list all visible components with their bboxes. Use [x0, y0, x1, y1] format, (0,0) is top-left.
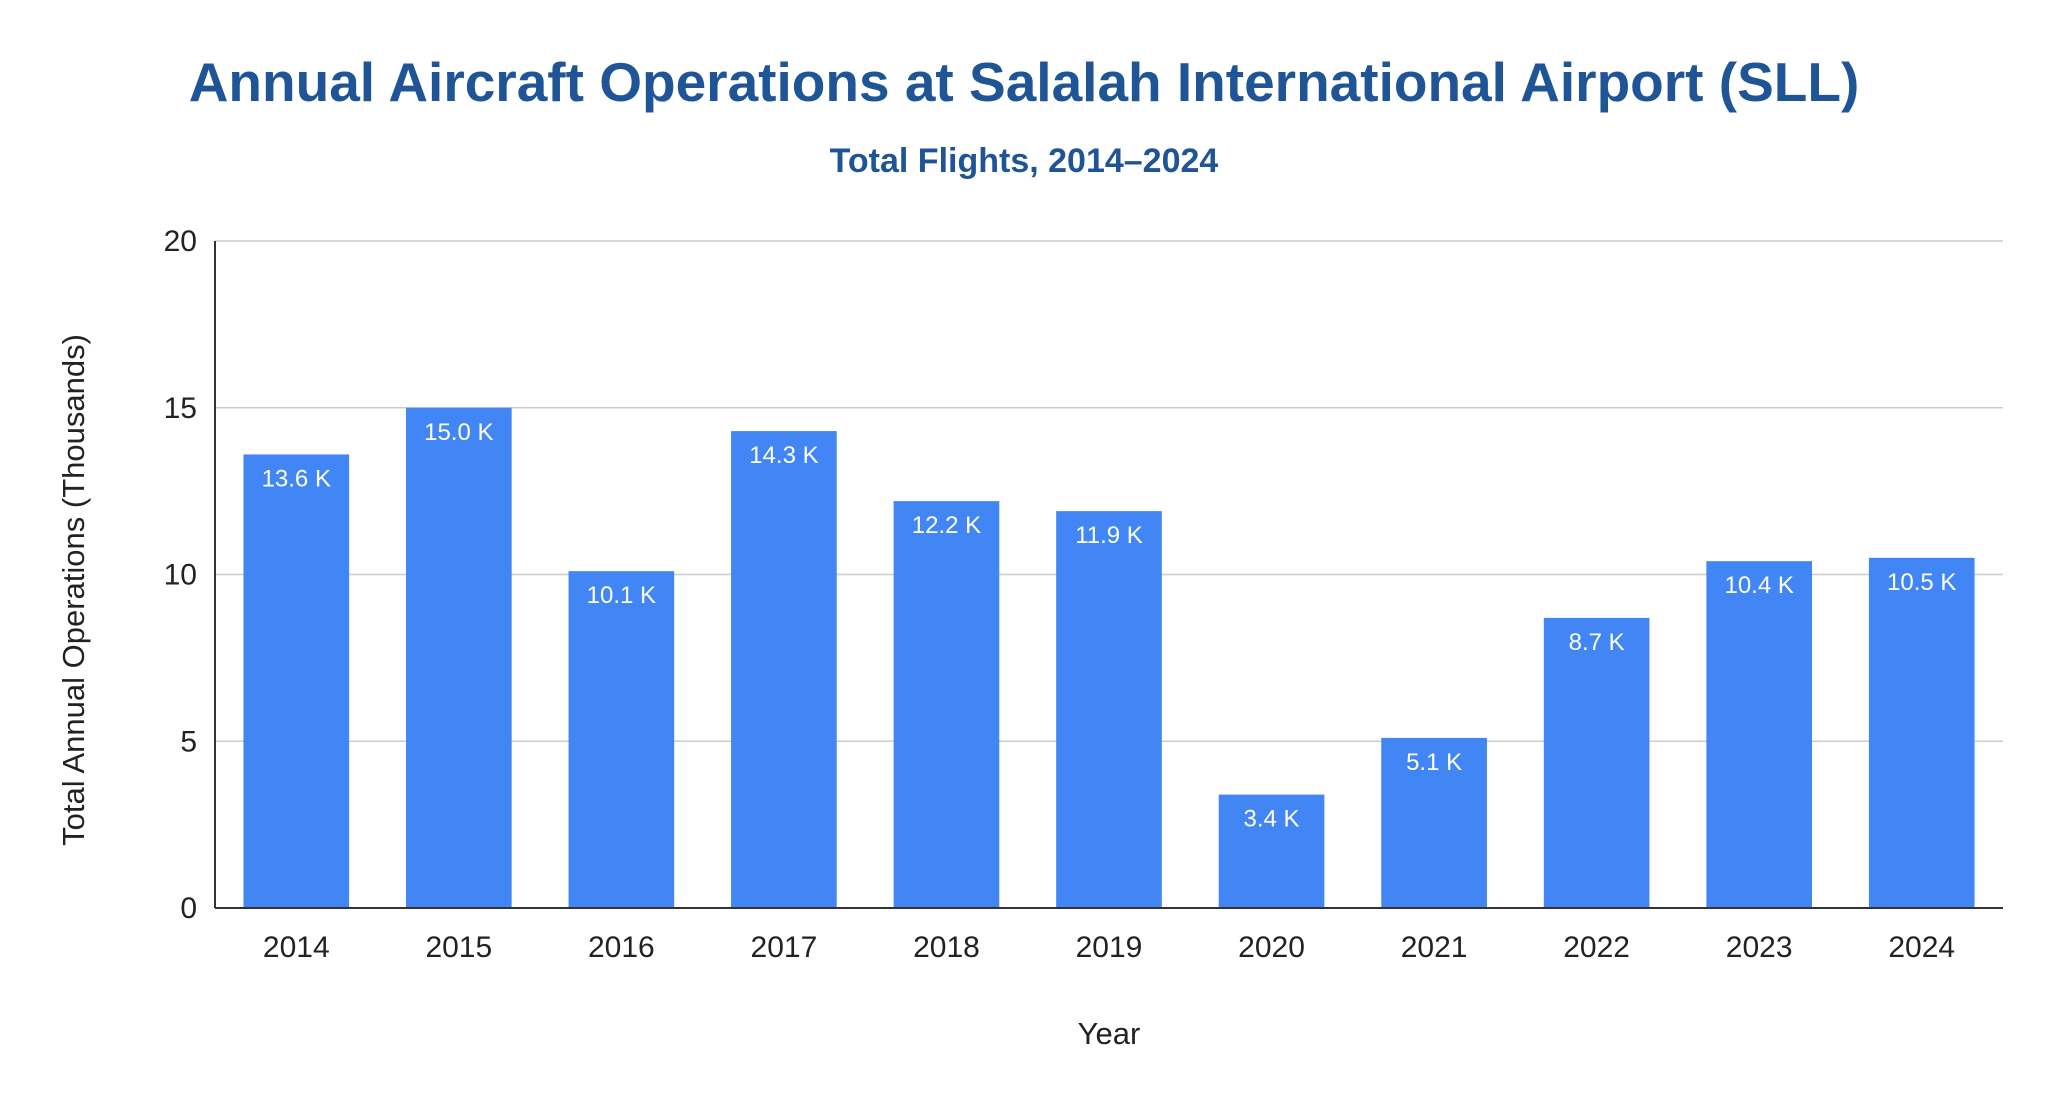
x-tick-label: 2022: [1563, 931, 1630, 964]
x-tick-label: 2023: [1726, 931, 1793, 964]
x-tick-label: 2019: [1076, 931, 1143, 964]
x-tick-label: 2016: [588, 931, 655, 964]
y-tick-label: 15: [164, 392, 197, 425]
y-tick-labels: 0 5 10 15 20: [164, 225, 197, 925]
bar-data-label: 11.9 K: [1075, 522, 1143, 549]
x-tick-labels: 2014 2015 2016 2017 2018 2019 2020 2021 2022 2023…: [263, 931, 1955, 964]
bar-2020: [1218, 794, 1325, 908]
bar-2014: [243, 454, 350, 908]
bar-data-label: 10.1 K: [587, 582, 656, 609]
bar-data-label: 3.4 K: [1244, 806, 1300, 833]
bar-2019: [1056, 511, 1162, 908]
bar-data-label: 10.5 K: [1887, 569, 1956, 596]
bar-2016: [568, 571, 675, 908]
x-axis-label: Year: [1078, 1016, 1141, 1051]
y-tick-label: 10: [164, 559, 197, 592]
bar-2015: [405, 407, 512, 908]
x-tick-label: 2014: [263, 931, 330, 964]
y-tick-label: 0: [180, 892, 197, 925]
y-tick-label: 5: [180, 725, 197, 758]
bar-data-label: 8.7 K: [1569, 629, 1625, 656]
bar-data-label: 15.0 K: [424, 419, 493, 446]
x-tick-label: 2015: [425, 931, 492, 964]
bar-2024: [1868, 557, 1975, 908]
bar-2021: [1381, 737, 1487, 908]
x-tick-label: 2024: [1888, 931, 1955, 964]
chart-subtitle: Total Flights, 2014–2024: [829, 142, 1219, 180]
x-tick-label: 2020: [1238, 931, 1305, 964]
chart-title: Annual Aircraft Operations at Salalah In…: [188, 51, 1860, 113]
bar-2022: [1543, 617, 1650, 908]
bar-data-label: 10.4 K: [1724, 572, 1793, 599]
bar-data-label: 13.6 K: [262, 465, 331, 492]
bar-2017: [731, 431, 837, 908]
bars: 13.6 K 15.0 K 10.1 K 14.3 K 12.2 K 11.9 K 3.4 …: [243, 407, 1975, 908]
bar-data-label: 5.1 K: [1406, 749, 1462, 776]
x-tick-label: 2017: [751, 931, 818, 964]
y-tick-label: 20: [164, 225, 197, 258]
bar-data-label: 12.2 K: [912, 512, 981, 539]
bar-2018: [893, 501, 1000, 908]
y-axis-label: Total Annual Operations (Thousands): [56, 334, 91, 846]
bar-data-label: 14.3 K: [749, 442, 818, 469]
x-tick-label: 2018: [913, 931, 980, 964]
x-tick-label: 2021: [1401, 931, 1468, 964]
bar-2023: [1706, 561, 1813, 908]
